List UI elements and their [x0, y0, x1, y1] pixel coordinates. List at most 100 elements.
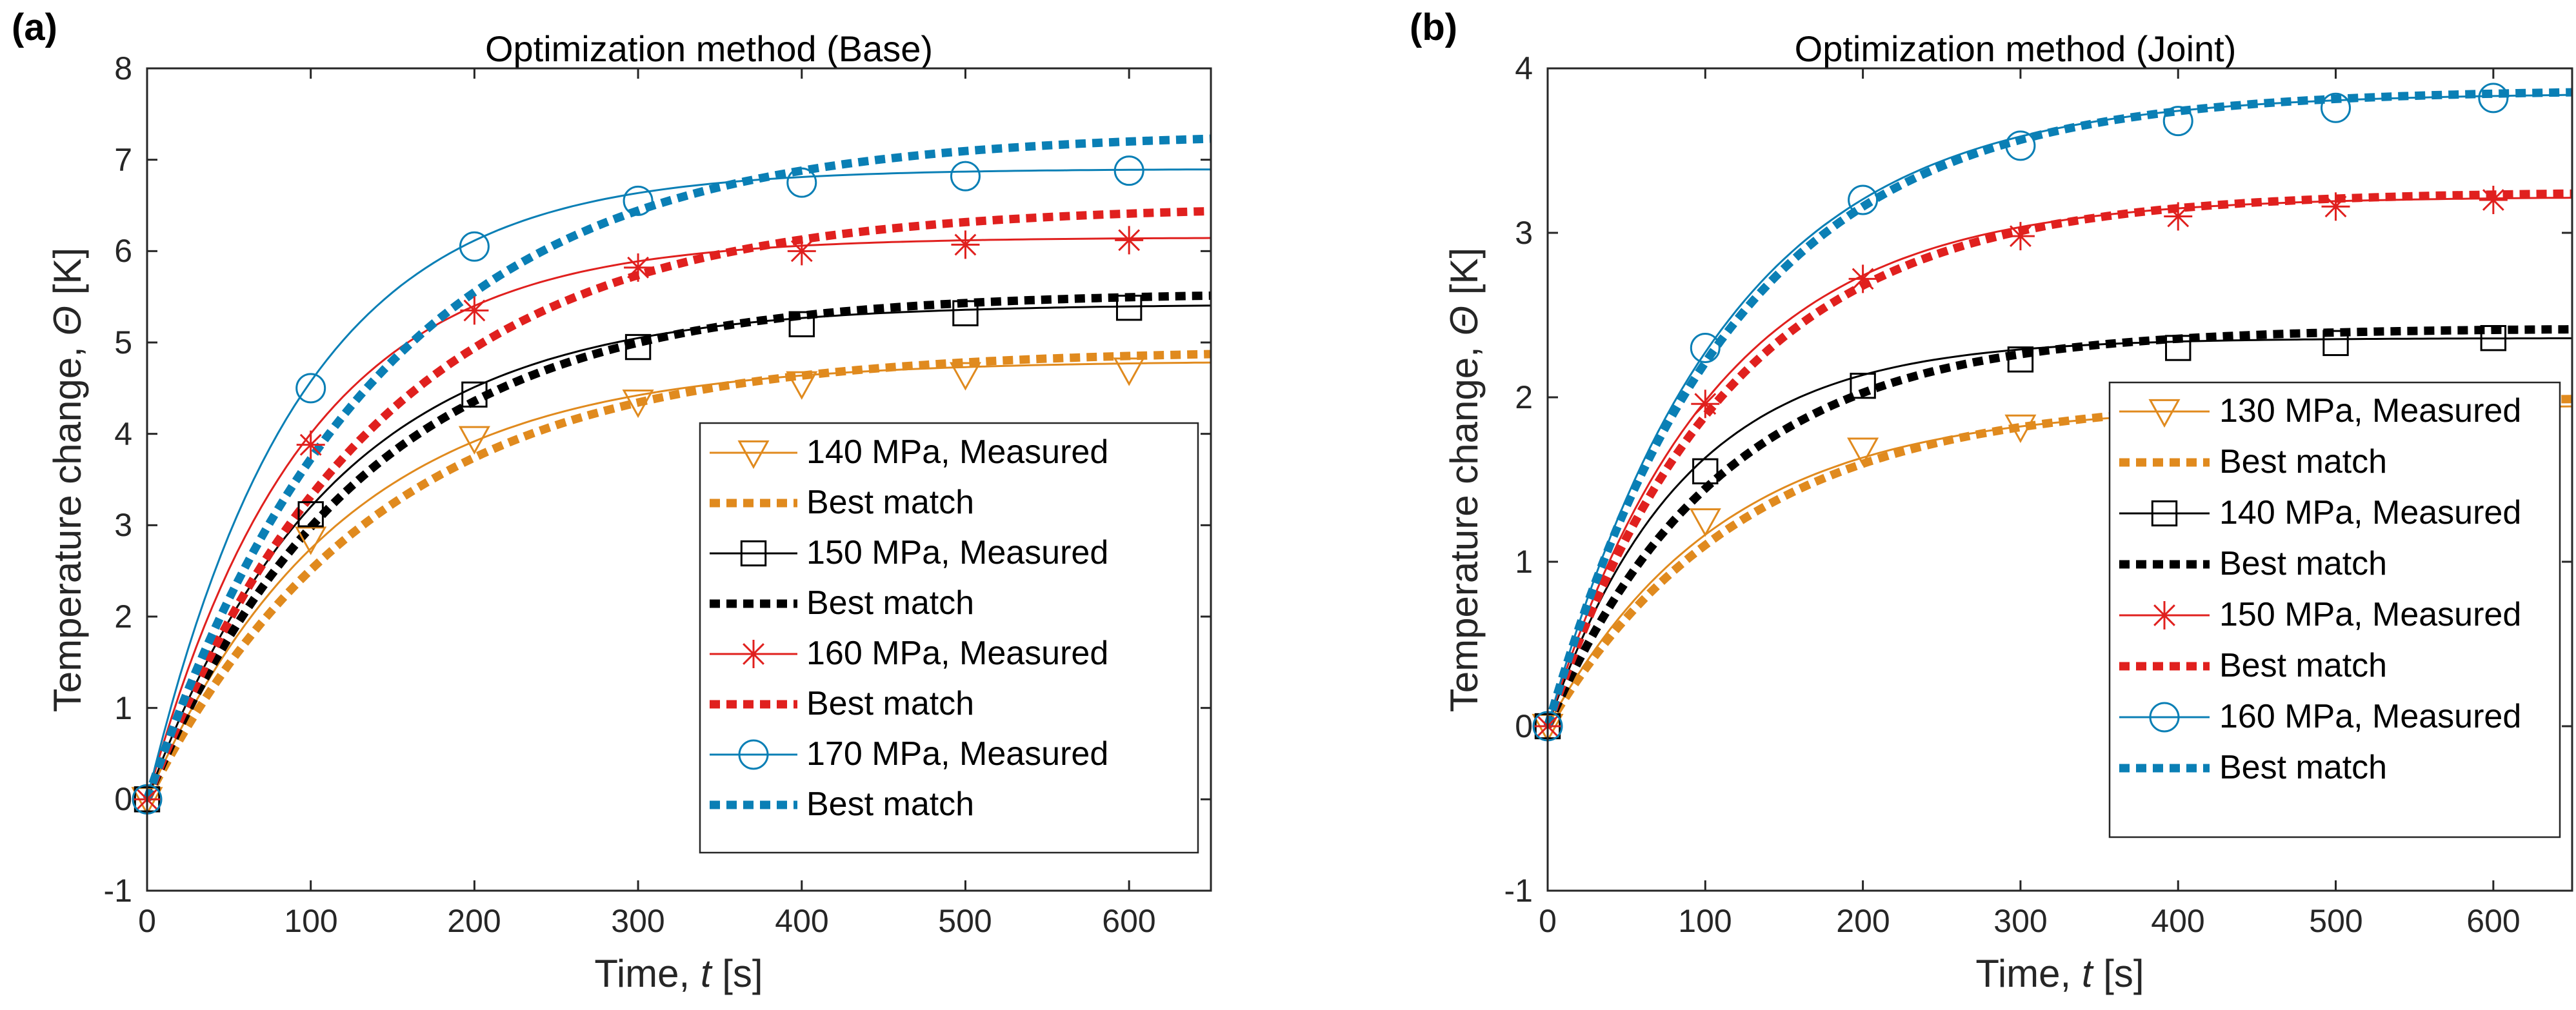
axis-ticks-a: [146, 67, 1211, 892]
chart-title-b: Optimization method (Joint): [1795, 28, 2237, 69]
x-axis-label-a: Time, t [s]: [594, 952, 763, 995]
square-marker: [788, 311, 815, 337]
triangle-marker: [295, 526, 327, 555]
triangle-marker: [786, 371, 818, 400]
ytick-label: 2: [1515, 379, 1533, 415]
y-axis-label-b: Temperature change, Θ [K]: [1443, 248, 1486, 712]
xtick-label: 500: [2309, 903, 2362, 939]
legend-entry: Best match: [2219, 545, 2387, 582]
legend-b: 130 MPa, Measured Best match 140 MPa, Me…: [2108, 381, 2561, 838]
legend-entry: Best match: [2219, 443, 2387, 480]
series-lines-a: [143, 134, 1212, 802]
legend-entry: 150 MPa, Measured: [2219, 596, 2521, 633]
legend-symbols-b: [2119, 399, 2210, 773]
asterisk-marker: [1848, 264, 1877, 293]
panel-label-b: (b): [1410, 6, 1457, 48]
asterisk-marker: [460, 296, 489, 325]
ytick-label: 4: [114, 416, 132, 452]
xtick-label: 600: [2466, 903, 2520, 939]
legend-symbols-a: [710, 440, 797, 809]
plot-frame-b: [1546, 67, 2573, 892]
square-marker: [1850, 372, 1876, 399]
x-axis-label-b: Time, t [s]: [1975, 952, 2144, 995]
circle-marker: [1848, 184, 1879, 215]
triangle-marker: [949, 362, 982, 391]
circle-marker: [1690, 333, 1721, 363]
asterisk-marker: [2006, 222, 2035, 251]
best-match-line: [143, 206, 1212, 801]
circle-marker: [738, 739, 769, 770]
legend-entry: Best match: [806, 584, 974, 622]
legend-entry: Best match: [806, 484, 974, 521]
xtick-label: 300: [1993, 903, 2047, 939]
legend-box-a: [699, 422, 1199, 854]
asterisk-marker: [624, 253, 653, 282]
asterisk-marker: [787, 237, 816, 266]
circle-marker: [2162, 106, 2193, 137]
legend-entry: 160 MPa, Measured: [2219, 698, 2521, 735]
square-marker: [1115, 294, 1143, 321]
ytick-label: 5: [114, 324, 132, 361]
circle-marker: [459, 231, 490, 262]
best-match-line: [1544, 325, 2573, 728]
legend-entry: 170 MPa, Measured: [806, 735, 1108, 773]
xtick-label: 300: [611, 903, 664, 939]
xtick-label: 200: [1836, 903, 1890, 939]
ytick-label: 2: [114, 599, 132, 635]
legend-box-b: [2108, 381, 2561, 838]
legend-entry: Best match: [806, 685, 974, 722]
xtick-label: 0: [138, 903, 156, 939]
legend-entry: 140 MPa, Measured: [806, 433, 1108, 471]
asterisk-marker: [1115, 226, 1144, 255]
legend-a: 140 MPa, Measured Best match 150 MPa, Me…: [699, 422, 1199, 854]
xtick-label: 100: [1678, 903, 1732, 939]
circle-marker: [1113, 155, 1144, 186]
measured-line: [146, 168, 1211, 800]
square-marker: [461, 381, 488, 408]
triangle-marker: [458, 426, 490, 455]
triangle-marker: [737, 440, 770, 470]
ytick-label: -1: [1504, 873, 1533, 909]
legend-entry: 150 MPa, Measured: [806, 534, 1108, 571]
panel-label-a: (a): [12, 6, 57, 48]
legend-entry: 160 MPa, Measured: [806, 635, 1108, 672]
legend-entry: Best match: [2219, 749, 2387, 786]
xtick-label: 600: [1102, 903, 1155, 939]
ytick-label: 1: [1515, 544, 1533, 580]
panel-a: (a) Optimization method (Base) -1 0 1 2 …: [12, 6, 1212, 995]
triangle-marker: [622, 389, 654, 419]
y-axis-label-a: Temperature change, Θ [K]: [46, 248, 89, 712]
ytick-label: 3: [114, 507, 132, 543]
triangle-marker: [2004, 414, 2037, 443]
asterisk-marker: [1691, 390, 1720, 419]
measured-line: [146, 361, 1212, 800]
panel-b: (b) Optimization method (Joint) -1 0 1 2…: [1410, 6, 2573, 995]
triangle-marker: [1689, 508, 1721, 537]
asterisk-marker: [2479, 186, 2508, 214]
legend-entry: 130 MPa, Measured: [2219, 392, 2521, 430]
xtick-label: 0: [1539, 903, 1557, 939]
triangle-marker: [1113, 357, 1145, 386]
circle-marker: [786, 167, 817, 198]
square-marker: [952, 300, 979, 326]
ytick-label: 0: [114, 781, 132, 817]
square-marker: [2151, 500, 2178, 527]
asterisk-marker: [2321, 192, 2350, 221]
ytick-label: 3: [1515, 215, 1533, 251]
circle-marker: [623, 185, 654, 216]
legend-entry: 140 MPa, Measured: [2219, 494, 2521, 531]
ytick-label: 1: [114, 690, 132, 726]
xtick-label: 400: [775, 903, 828, 939]
best-match-line: [143, 350, 1212, 802]
circle-marker: [950, 161, 981, 192]
measured-line: [146, 237, 1212, 800]
square-marker: [1692, 458, 1719, 484]
best-match-line: [143, 134, 1212, 801]
legend-entry: Best match: [2219, 647, 2387, 684]
square-marker: [624, 333, 652, 361]
xtick-label: 200: [447, 903, 501, 939]
square-marker: [297, 501, 324, 528]
circle-marker: [2321, 92, 2351, 123]
square-marker: [2322, 330, 2349, 357]
